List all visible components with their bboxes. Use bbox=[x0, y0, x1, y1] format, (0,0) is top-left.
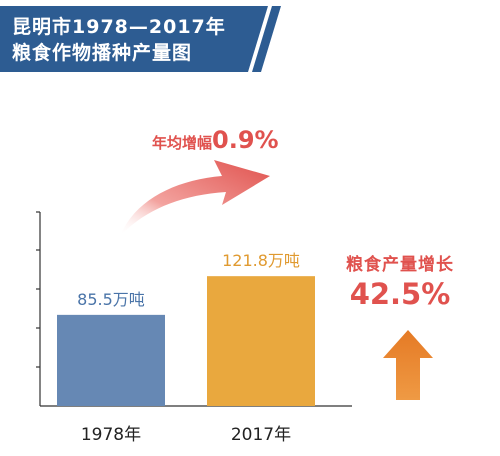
bar-1 bbox=[57, 314, 165, 406]
growth-curve-arrow bbox=[120, 160, 270, 236]
total-growth-label: 粮食产量增长 bbox=[346, 255, 454, 275]
average-growth-annotation: 年均增幅0.9% bbox=[152, 126, 279, 154]
x-tick-label-2: 2017年 bbox=[231, 425, 291, 445]
page-title-line1: 昆明市1978—2017年 bbox=[12, 16, 226, 38]
bar-2 bbox=[207, 276, 315, 406]
y-axis bbox=[36, 211, 41, 406]
bar-series: 85.5万吨 1978年 121.8万吨 2017年 bbox=[57, 251, 315, 445]
title-banner bbox=[0, 6, 281, 72]
total-growth-value: 42.5% bbox=[349, 277, 451, 311]
bar-value-label-2: 121.8万吨 bbox=[222, 251, 300, 270]
total-growth-annotation: 粮食产量增长 42.5% bbox=[325, 250, 475, 311]
up-arrow-icon bbox=[383, 330, 433, 400]
bar-value-label-1: 85.5万吨 bbox=[77, 290, 145, 309]
x-tick-label-1: 1978年 bbox=[81, 425, 141, 445]
page-title-line2: 粮食作物播种产量图 bbox=[12, 42, 193, 64]
average-growth-value: 0.9% bbox=[212, 126, 279, 154]
average-growth-label: 年均增幅 bbox=[152, 134, 213, 152]
